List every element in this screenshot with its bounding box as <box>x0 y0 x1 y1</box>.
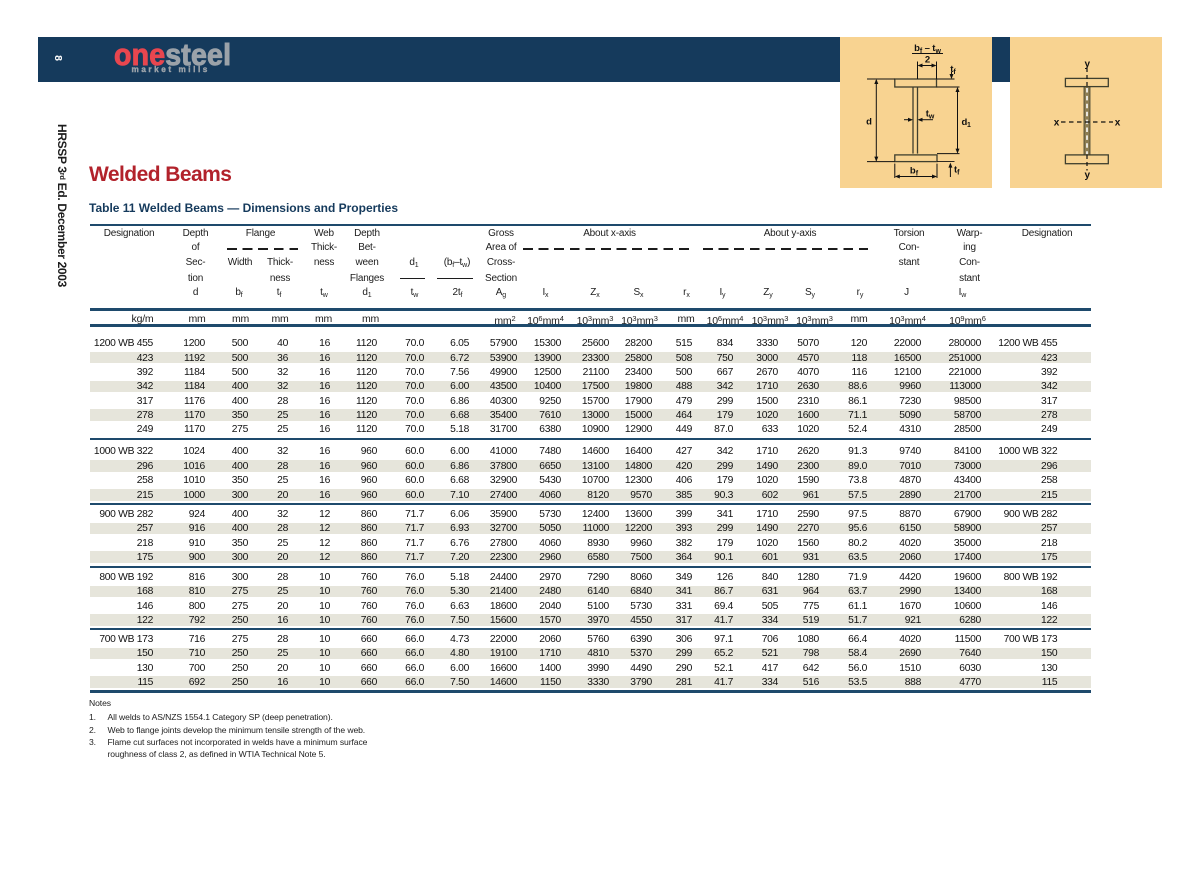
svg-text:x: x <box>1115 118 1121 129</box>
svg-text:1: 1 <box>967 122 971 129</box>
svg-text:d: d <box>866 117 872 128</box>
svg-text:tf: tf <box>950 64 956 76</box>
svg-text:x: x <box>1054 118 1060 129</box>
svg-text:y: y <box>1085 170 1091 181</box>
svg-text:d: d <box>962 117 968 128</box>
svg-text:tw: tw <box>926 109 935 121</box>
svg-text:tf: tf <box>954 165 960 177</box>
svg-text:2: 2 <box>925 55 930 66</box>
svg-text:bf: bf <box>910 166 919 178</box>
svg-text:y: y <box>1085 59 1091 70</box>
